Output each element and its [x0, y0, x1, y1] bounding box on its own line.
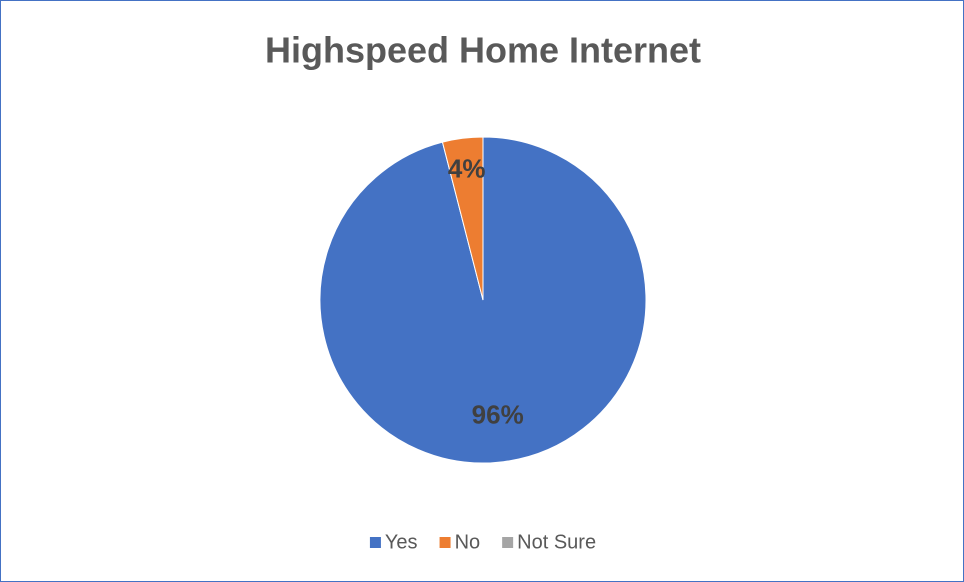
data-label: 4% [448, 154, 486, 184]
legend-swatch [369, 537, 381, 548]
legend-label: Yes [385, 531, 418, 553]
data-label: 96% [472, 399, 524, 429]
pie-slice [441, 136, 484, 301]
legend-label: No [455, 531, 481, 553]
legend-swatch [502, 537, 514, 548]
chart-title: Highspeed Home Internet [265, 30, 701, 71]
legend-swatch [439, 537, 451, 548]
legend-label: Not Sure [517, 531, 596, 553]
